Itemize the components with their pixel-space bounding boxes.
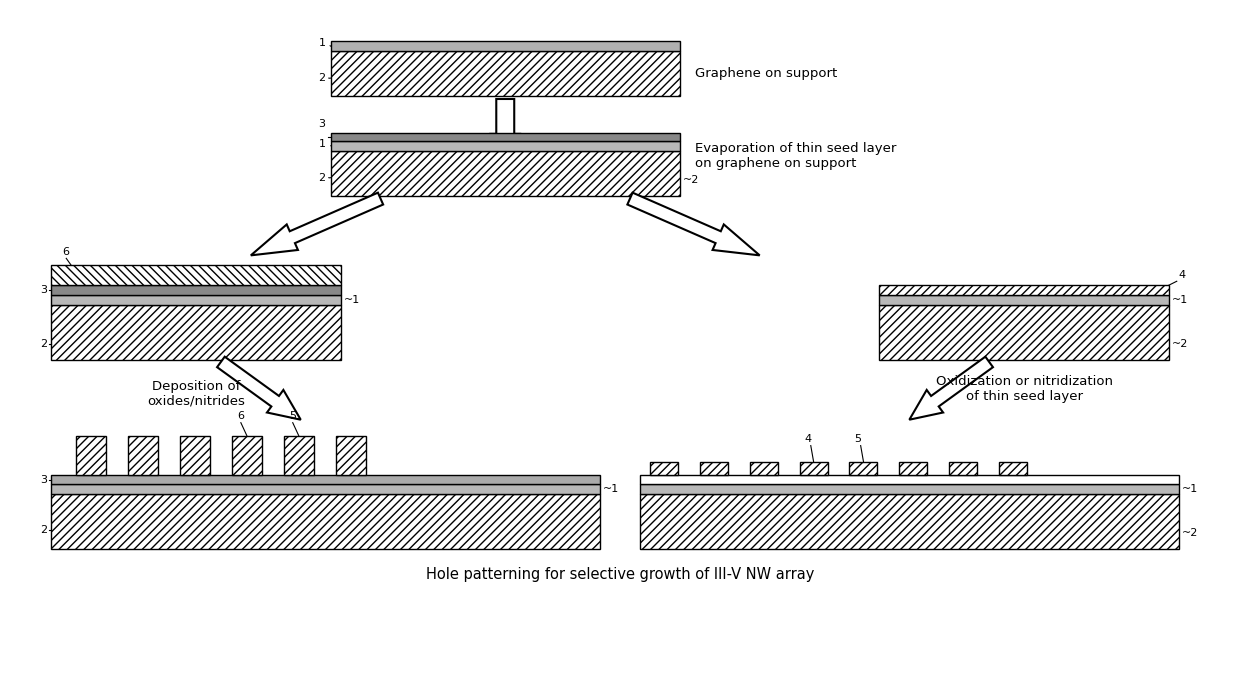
Bar: [51, 475, 600, 484]
Bar: [51, 495, 600, 549]
Text: ~1: ~1: [343, 295, 360, 305]
Bar: [51, 266, 341, 285]
Text: 3: 3: [319, 119, 326, 129]
Text: ~1: ~1: [603, 484, 619, 495]
Text: 6: 6: [237, 411, 244, 421]
Bar: [650, 462, 678, 475]
Bar: [899, 462, 928, 475]
Polygon shape: [217, 357, 301, 420]
Text: 2: 2: [40, 339, 47, 348]
Bar: [999, 462, 1027, 475]
Text: 1: 1: [319, 38, 326, 48]
Bar: [76, 435, 107, 475]
Polygon shape: [909, 357, 993, 420]
Bar: [336, 435, 366, 475]
Bar: [879, 295, 1169, 305]
Bar: [331, 151, 680, 195]
Text: 2: 2: [319, 172, 326, 183]
Bar: [51, 484, 600, 495]
Bar: [640, 484, 1179, 495]
Bar: [950, 462, 977, 475]
Text: 1: 1: [319, 139, 326, 149]
Bar: [879, 285, 1169, 295]
Bar: [331, 41, 680, 51]
Text: 2: 2: [319, 73, 326, 83]
Bar: [51, 295, 341, 305]
Text: ~1: ~1: [1182, 484, 1198, 495]
Text: Deposition of
oxides/nitrides: Deposition of oxides/nitrides: [148, 380, 244, 408]
Bar: [331, 141, 680, 151]
Text: 2: 2: [40, 525, 47, 535]
Text: 6: 6: [63, 247, 69, 257]
Bar: [232, 435, 262, 475]
Bar: [180, 435, 210, 475]
Bar: [750, 462, 777, 475]
Bar: [284, 435, 314, 475]
Bar: [699, 462, 728, 475]
Bar: [849, 462, 878, 475]
Bar: [51, 305, 341, 360]
Bar: [331, 51, 680, 96]
Bar: [800, 462, 827, 475]
Polygon shape: [250, 193, 383, 255]
Bar: [640, 495, 1179, 549]
Text: Graphene on support: Graphene on support: [694, 67, 837, 80]
Text: 4: 4: [805, 433, 811, 444]
Text: ~2: ~2: [1182, 528, 1198, 538]
Text: 3: 3: [40, 475, 47, 485]
Bar: [640, 475, 1179, 484]
Text: ~2: ~2: [683, 175, 699, 185]
Text: 5: 5: [854, 433, 862, 444]
Text: Evaporation of thin seed layer
on graphene on support: Evaporation of thin seed layer on graphe…: [694, 142, 897, 170]
Text: ~2: ~2: [1172, 339, 1188, 348]
Text: 3: 3: [40, 285, 47, 295]
Text: 4: 4: [1179, 270, 1185, 280]
Text: Oxidization or nitridization
of thin seed layer: Oxidization or nitridization of thin see…: [936, 375, 1112, 403]
Bar: [51, 285, 341, 295]
Polygon shape: [490, 99, 521, 156]
Text: Hole patterning for selective growth of III-V NW array: Hole patterning for selective growth of …: [425, 566, 815, 582]
Bar: [331, 133, 680, 141]
Text: 5: 5: [289, 411, 296, 421]
Bar: [879, 305, 1169, 360]
Text: ~1: ~1: [1172, 295, 1188, 305]
Polygon shape: [627, 193, 760, 255]
Bar: [128, 435, 157, 475]
